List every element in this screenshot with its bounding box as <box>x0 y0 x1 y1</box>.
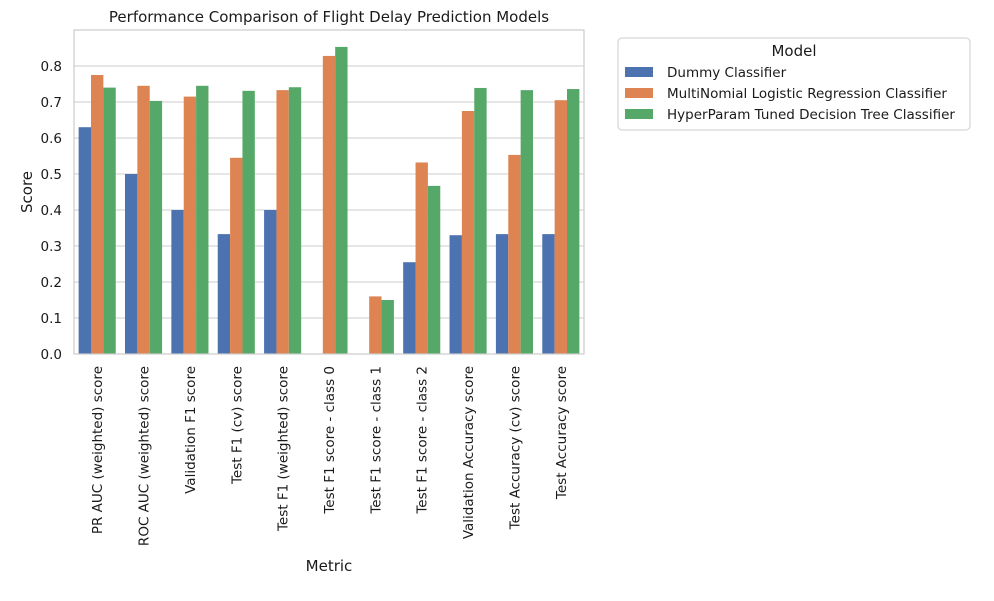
legend-label: Dummy Classifier <box>667 65 787 81</box>
bar <box>542 234 555 354</box>
x-tick-label: ROC AUC (weighted) score <box>137 366 153 546</box>
bar <box>183 96 197 354</box>
legend-label: HyperParam Tuned Decision Tree Classifie… <box>667 107 955 123</box>
x-tick-label: Test F1 score - class 1 <box>368 366 384 515</box>
legend: Model Dummy Classifier MultiNomial Logist… <box>617 37 971 131</box>
bar <box>103 87 116 354</box>
bar <box>554 100 567 354</box>
bar <box>217 234 231 354</box>
x-tick-label: PR AUC (weighted) score <box>90 366 106 534</box>
x-tick-labels: PR AUC (weighted) score ROC AUC (weighted… <box>90 366 570 546</box>
legend-swatch <box>625 88 653 98</box>
bar <box>474 87 487 355</box>
bar <box>276 90 289 355</box>
legend-swatch <box>625 109 653 119</box>
x-axis-label: Metric <box>306 557 353 575</box>
x-tick-label: Test F1 score - class 0 <box>322 366 338 515</box>
bar <box>520 90 533 355</box>
x-tick-label: Test F1 score - class 2 <box>415 366 431 515</box>
bar <box>381 300 394 354</box>
bar <box>449 235 462 354</box>
bar <box>230 157 243 354</box>
bar <box>125 174 138 354</box>
legend-swatch <box>625 67 653 77</box>
bar <box>369 296 382 354</box>
bar <box>78 127 91 354</box>
bar <box>322 55 336 355</box>
x-tick-label: Test Accuracy score <box>554 366 570 500</box>
bar <box>91 75 104 354</box>
bars <box>78 46 580 355</box>
chart-title: Performance Comparison of Flight Delay P… <box>109 8 549 26</box>
y-tick-label: 0.5 <box>41 167 62 183</box>
y-tick-labels: 0.0 0.1 0.2 0.3 0.4 0.5 0.6 0.7 0.8 <box>41 59 62 363</box>
bar <box>567 89 580 354</box>
bar <box>495 234 509 354</box>
bar <box>171 210 184 354</box>
y-tick-label: 0.6 <box>41 131 62 147</box>
bar <box>137 85 150 355</box>
bar <box>335 46 348 355</box>
bar <box>149 100 163 354</box>
y-tick-label: 0.8 <box>41 59 62 75</box>
bar <box>288 87 302 355</box>
x-tick-label: Test F1 (weighted) score <box>276 366 292 532</box>
legend-title: Model <box>771 42 816 60</box>
y-tick-label: 0.7 <box>41 95 62 111</box>
legend-box <box>617 37 971 131</box>
bar <box>264 210 277 354</box>
y-axis-label: Score <box>18 171 36 213</box>
x-tick-label: Test Accuracy (cv) score <box>507 366 523 530</box>
y-tick-label: 0.1 <box>41 311 62 327</box>
x-tick-label: Validation F1 score <box>183 366 199 494</box>
bar <box>403 262 416 354</box>
bar <box>508 154 521 354</box>
legend-items: Dummy Classifier MultiNomial Logistic Reg… <box>625 65 955 123</box>
bar <box>196 85 209 355</box>
y-tick-label: 0.2 <box>41 275 62 291</box>
bar <box>415 162 428 354</box>
plot-frame <box>73 29 585 355</box>
x-tick-label: Validation Accuracy score <box>461 366 477 539</box>
x-tick-label: Test F1 (cv) score <box>229 366 245 485</box>
legend-label: MultiNomial Logistic Regression Classifi… <box>667 86 947 102</box>
y-tick-label: 0.0 <box>41 347 62 363</box>
bar <box>461 111 475 354</box>
bar <box>427 185 441 354</box>
bar <box>242 90 255 354</box>
y-tick-label: 0.3 <box>41 239 62 255</box>
y-tick-label: 0.4 <box>41 203 62 219</box>
